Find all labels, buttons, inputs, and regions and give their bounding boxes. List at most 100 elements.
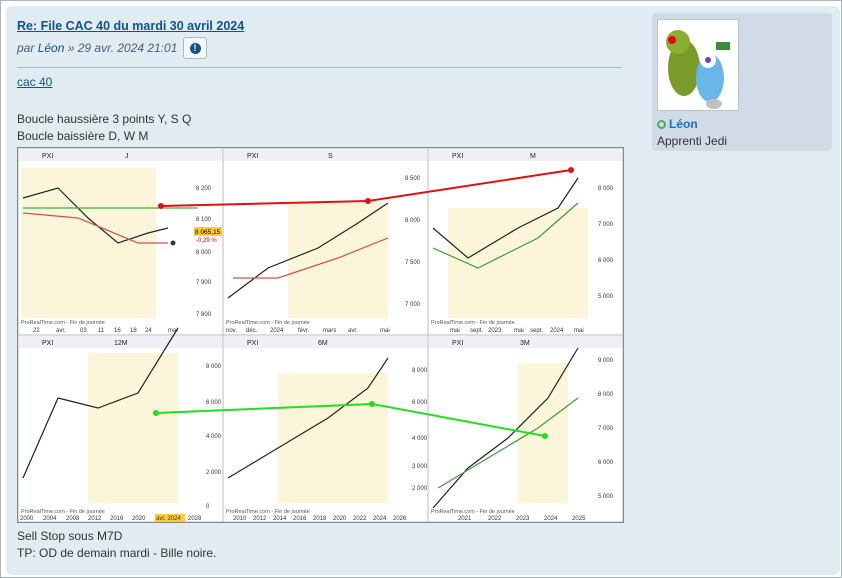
report-button[interactable]: ! [183,37,207,59]
post-line-1: Boucle haussière 3 points Y, S Q [17,112,192,126]
post-by: par [17,41,35,55]
svg-text:7 800: 7 800 [196,312,212,318]
svg-text:2023: 2023 [488,328,502,334]
svg-text:11: 11 [98,328,105,334]
svg-text:4 000: 4 000 [206,434,222,440]
svg-text:2024: 2024 [373,516,387,522]
svg-text:03: 03 [80,328,87,334]
svg-text:6 000: 6 000 [206,400,222,406]
svg-text:mai: mai [450,328,460,334]
toolbar-tf-5: 6M [318,340,328,347]
svg-text:déc.: déc. [246,328,258,334]
online-status-icon [657,119,666,129]
svg-text:mai: mai [168,328,178,334]
svg-text:5 000: 5 000 [598,294,614,300]
chart-screenshot: PXI PXI PXI PXI PXI PXI J S M 12M 6M 3M [17,147,624,523]
post-line-3: Sell Stop sous M7D [17,529,123,543]
svg-text:mai: mai [574,328,584,334]
svg-text:2008: 2008 [66,516,80,522]
svg-text:4 000: 4 000 [412,436,428,442]
svg-text:2025: 2025 [572,516,586,522]
svg-text:ProRealTime.com - Fin de journ: ProRealTime.com - Fin de journée [431,320,515,326]
svg-text:8 000: 8 000 [598,392,614,398]
svg-text:avr. 2024: avr. 2024 [156,516,181,522]
post-author-link[interactable]: Léon [37,41,65,55]
alert-icon: ! [189,42,201,54]
post-link[interactable]: cac 40 [17,75,53,89]
svg-text:2024: 2024 [270,328,284,334]
svg-text:2018: 2018 [313,516,327,522]
svg-text:5 000: 5 000 [598,494,614,500]
svg-text:2024: 2024 [550,328,564,334]
svg-text:2021: 2021 [458,516,472,522]
svg-text:8 500: 8 500 [405,176,421,182]
svg-text:2022: 2022 [353,516,367,522]
svg-text:2016: 2016 [293,516,307,522]
toolbar-tf-2: S [328,153,333,160]
svg-text:mai: mai [514,328,524,334]
svg-text:avr.: avr. [348,328,358,334]
svg-text:ProRealTime.com - Fin de journ: ProRealTime.com - Fin de journée [21,509,105,515]
svg-text:2012: 2012 [253,516,267,522]
svg-text:22: 22 [33,328,40,334]
svg-text:mai: mai [380,328,390,334]
post-meta: par Léon » 29 avr. 2024 21:01 [17,41,177,55]
svg-text:8 200: 8 200 [196,186,212,192]
svg-text:ProRealTime.com - Fin de journ: ProRealTime.com - Fin de journée [431,509,515,515]
svg-text:2020: 2020 [132,516,146,522]
toolbar-tf-1: J [125,153,129,160]
svg-text:7 000: 7 000 [405,302,421,308]
svg-text:ProRealTime.com - Fin de journ: ProRealTime.com - Fin de journée [21,320,105,326]
post-line-4: TP: OD de demain mardi - Bille noire. [17,546,217,560]
svg-text:2022: 2022 [488,516,502,522]
svg-text:2016: 2016 [110,516,124,522]
price-change: -0,29 % [196,238,217,244]
svg-text:7 500: 7 500 [405,260,421,266]
profile-username-text: Léon [669,117,698,131]
svg-text:0: 0 [206,504,210,510]
svg-text:7 000: 7 000 [598,426,614,432]
svg-text:ProRealTime.com - Fin de journ: ProRealTime.com - Fin de journée [226,509,310,515]
svg-text:2024: 2024 [544,516,558,522]
svg-text:sept.: sept. [470,328,483,334]
avatar[interactable] [657,19,739,111]
author-profile: Léon Apprenti Jedi [652,13,832,151]
svg-text:18: 18 [130,328,137,334]
svg-text:2004: 2004 [43,516,57,522]
svg-text:6 000: 6 000 [598,258,614,264]
svg-text:7 000: 7 000 [598,222,614,228]
svg-text:3 000: 3 000 [412,464,428,470]
svg-text:2028: 2028 [188,516,202,522]
forum-post: Re: File CAC 40 du mardi 30 avril 2024 p… [6,6,840,575]
svg-text:8 000: 8 000 [598,186,614,192]
svg-text:9 000: 9 000 [598,358,614,364]
svg-text:8 000: 8 000 [196,250,212,256]
svg-text:2 000: 2 000 [206,470,222,476]
svg-text:2 000: 2 000 [412,486,428,492]
toolbar-symbol-3: PXI [452,153,463,160]
toolbar-symbol-6: PXI [452,340,463,347]
toolbar-symbol-4: PXI [42,340,53,347]
svg-text:2000: 2000 [20,516,34,522]
svg-text:8 100: 8 100 [196,217,212,223]
svg-text:8 000: 8 000 [412,368,428,374]
price-tag: 8 065,15 [195,229,221,236]
svg-text:févr.: févr. [298,328,310,334]
svg-text:sept.: sept. [530,328,543,334]
svg-text:24: 24 [145,328,152,334]
profile-username[interactable]: Léon [657,117,698,131]
svg-text:2014: 2014 [273,516,287,522]
svg-text:avr.: avr. [56,328,66,334]
svg-text:6 000: 6 000 [412,400,428,406]
toolbar-tf-6: 3M [520,340,530,347]
post-title[interactable]: Re: File CAC 40 du mardi 30 avril 2024 [17,19,245,33]
toolbar-symbol-5: PXI [247,340,258,347]
svg-text:2012: 2012 [88,516,102,522]
svg-text:8 000: 8 000 [405,218,421,224]
profile-rank: Apprenti Jedi [657,134,728,148]
post-line-2: Boucle baissière D, W M [17,129,149,143]
svg-text:7 900: 7 900 [196,280,212,286]
toolbar-tf-4: 12M [114,340,128,347]
divider [17,67,622,68]
